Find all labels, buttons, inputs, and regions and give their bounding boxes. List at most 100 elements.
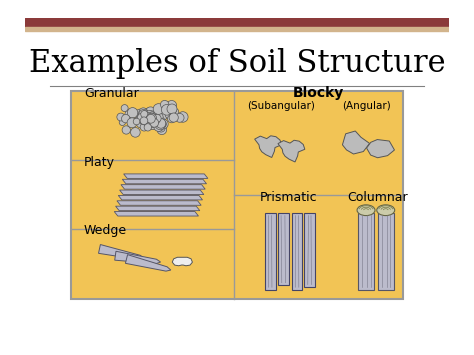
Circle shape (158, 119, 168, 129)
Circle shape (146, 115, 156, 126)
Circle shape (137, 114, 145, 122)
Circle shape (157, 124, 165, 132)
Circle shape (137, 113, 146, 122)
Polygon shape (122, 179, 207, 184)
Bar (292, 213, 302, 290)
Ellipse shape (357, 205, 375, 215)
Circle shape (169, 113, 178, 122)
Circle shape (146, 116, 155, 125)
Circle shape (119, 119, 126, 126)
Bar (378, 213, 394, 290)
Circle shape (148, 116, 158, 126)
Circle shape (139, 114, 147, 123)
Circle shape (136, 118, 147, 128)
Text: Granular: Granular (84, 87, 138, 100)
Circle shape (141, 110, 148, 118)
Circle shape (130, 120, 136, 126)
Circle shape (172, 108, 179, 115)
Circle shape (150, 119, 159, 127)
Circle shape (143, 118, 152, 127)
Polygon shape (117, 201, 201, 205)
Circle shape (169, 113, 175, 119)
Circle shape (127, 118, 137, 128)
Circle shape (153, 104, 164, 114)
Circle shape (155, 113, 163, 121)
Circle shape (149, 115, 156, 122)
Circle shape (130, 127, 140, 137)
Polygon shape (172, 257, 192, 266)
Circle shape (149, 114, 159, 124)
Circle shape (153, 116, 159, 122)
Circle shape (151, 120, 159, 127)
Circle shape (148, 111, 155, 118)
Text: Platy: Platy (84, 156, 115, 169)
Circle shape (147, 113, 157, 124)
Circle shape (177, 112, 188, 122)
Text: Columnar: Columnar (347, 191, 408, 204)
Circle shape (146, 112, 153, 120)
Circle shape (145, 111, 155, 121)
Circle shape (138, 109, 149, 120)
Circle shape (151, 114, 160, 122)
Polygon shape (255, 136, 282, 158)
Circle shape (158, 111, 167, 120)
Circle shape (146, 114, 155, 123)
Circle shape (122, 126, 130, 134)
Bar (71, 91, 403, 299)
Polygon shape (116, 206, 200, 211)
Circle shape (146, 115, 156, 125)
Polygon shape (366, 140, 394, 158)
Polygon shape (278, 140, 305, 162)
Circle shape (161, 108, 168, 115)
Bar (265, 213, 275, 290)
Circle shape (129, 118, 137, 125)
Circle shape (175, 113, 184, 122)
Circle shape (125, 110, 133, 118)
Circle shape (150, 115, 156, 122)
Circle shape (151, 115, 157, 122)
Circle shape (139, 113, 150, 123)
Text: (Angular): (Angular) (343, 101, 392, 111)
Circle shape (153, 114, 161, 122)
Circle shape (144, 124, 152, 131)
Circle shape (140, 123, 148, 131)
Bar (304, 213, 315, 287)
Polygon shape (342, 131, 370, 154)
Circle shape (152, 119, 160, 127)
Polygon shape (126, 255, 171, 271)
Circle shape (121, 114, 130, 123)
Circle shape (154, 121, 164, 131)
Text: Wedge: Wedge (84, 224, 127, 237)
Circle shape (151, 115, 160, 124)
Circle shape (161, 100, 169, 109)
Polygon shape (115, 251, 161, 264)
Circle shape (147, 120, 157, 130)
Circle shape (166, 105, 176, 116)
Circle shape (128, 108, 138, 118)
Circle shape (147, 114, 156, 123)
Circle shape (141, 111, 148, 118)
Circle shape (121, 105, 128, 111)
Circle shape (133, 118, 140, 125)
Circle shape (146, 114, 153, 121)
Bar (25, 27, 449, 31)
Circle shape (139, 116, 147, 124)
Circle shape (147, 116, 154, 122)
Circle shape (157, 125, 167, 135)
Circle shape (136, 109, 145, 118)
Polygon shape (118, 195, 202, 200)
Circle shape (117, 113, 125, 121)
Circle shape (155, 116, 165, 127)
Polygon shape (99, 245, 144, 260)
Circle shape (149, 115, 156, 122)
Circle shape (143, 108, 154, 119)
Circle shape (146, 113, 156, 124)
Circle shape (146, 113, 155, 122)
Circle shape (156, 119, 166, 128)
Circle shape (155, 118, 163, 126)
Circle shape (159, 121, 166, 127)
Circle shape (144, 114, 153, 123)
Circle shape (153, 111, 162, 120)
Circle shape (139, 108, 148, 117)
Polygon shape (121, 185, 205, 189)
